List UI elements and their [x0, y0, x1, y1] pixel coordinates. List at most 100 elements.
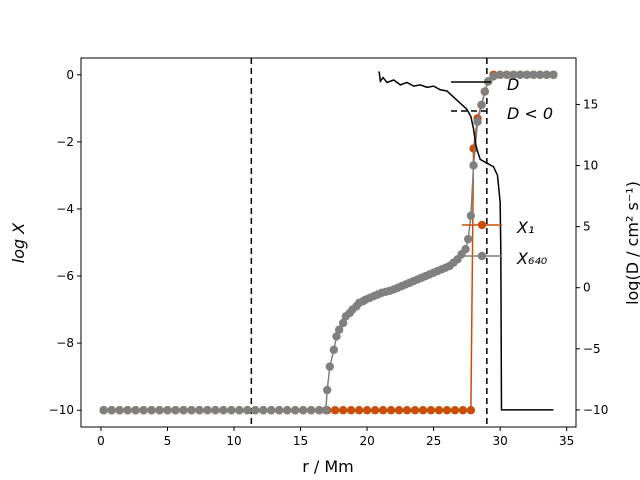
series-1-point: [329, 345, 339, 355]
series-1-point: [123, 406, 132, 415]
series-0-point: [362, 406, 372, 415]
series-1-point: [259, 406, 268, 415]
series-1-point: [542, 70, 551, 79]
series-1-point: [325, 362, 335, 371]
y-right-tick-label: 10: [583, 159, 598, 173]
series-1-point: [283, 406, 292, 415]
series-1-point: [535, 70, 545, 79]
series-0-point: [386, 406, 396, 415]
x-tick-label: 25: [426, 434, 441, 448]
series-1-point: [219, 406, 228, 415]
series-1-point: [299, 406, 308, 415]
series-1-point: [251, 406, 260, 415]
series-0-point: [426, 406, 436, 415]
y-left-axis-label: log X: [9, 222, 28, 263]
series-1-point: [332, 332, 341, 341]
series-1-point: [211, 406, 220, 415]
y-left-tick-label: 0: [66, 68, 74, 82]
x-tick-label: 0: [97, 434, 105, 448]
plot-frame: [80, 57, 577, 428]
series-group: [99, 70, 558, 415]
series-1-point: [139, 406, 148, 415]
series-1-point: [171, 406, 180, 415]
series-line-2: [378, 71, 554, 411]
series-0-point: [434, 406, 444, 415]
legend-x640-label: X₆₄₀: [516, 249, 548, 268]
y-left-tick-label: −2: [56, 135, 74, 149]
series-1-point: [509, 70, 518, 79]
series-0-point: [378, 406, 388, 415]
series-1-point: [115, 406, 124, 415]
series-0-point: [450, 406, 460, 415]
series-1-point: [291, 406, 300, 415]
legend-x640-marker: [477, 251, 487, 261]
series-1-point: [529, 70, 538, 79]
series-0-point: [370, 406, 380, 415]
axis-ticks: 0 5 10 15 20 25 30 35 0 −2 −4 −6 −8 −10 15 10 5 0 −5 −10: [49, 68, 609, 448]
series-1-point: [243, 406, 252, 415]
y-right-tick-label: 5: [583, 220, 591, 234]
series-0-point: [442, 406, 452, 415]
y-right-tick-label: −10: [583, 403, 608, 417]
series-0-point: [394, 406, 404, 415]
series-1-point: [227, 406, 236, 415]
series-1-point: [155, 406, 164, 415]
y-right-tick-label: 0: [583, 281, 591, 295]
series-1-point: [480, 87, 490, 96]
series-1-point: [275, 406, 284, 415]
series-0-point: [418, 406, 428, 415]
legend-dneg-label: D < 0: [507, 104, 553, 123]
series-1-point: [515, 70, 525, 79]
series-0-point: [458, 406, 468, 415]
x-tick-label: 30: [493, 434, 508, 448]
series-0-point: [330, 406, 340, 415]
x-tick-label: 5: [164, 434, 172, 448]
series-1-point: [464, 234, 473, 244]
series-1-point: [322, 385, 332, 395]
legend: D D < 0 X₁ X₆₄₀: [451, 75, 553, 268]
x-tick-label: 20: [359, 434, 374, 448]
series-0-point: [346, 406, 356, 415]
y-right-tick-label: −5: [583, 342, 601, 356]
series-0-point: [354, 406, 364, 415]
series-0-point: [338, 406, 348, 415]
series-1-point: [477, 100, 486, 110]
y-right-axis-label: log(D / cm² s⁻¹): [623, 181, 640, 305]
series-1-point: [321, 406, 331, 415]
series-1-point: [473, 117, 482, 126]
series-1-point: [107, 406, 116, 415]
series-1-point: [314, 406, 324, 415]
series-line-1: [103, 74, 554, 411]
series-1-point: [147, 406, 156, 415]
series-1-point: [179, 406, 188, 415]
series-1-point: [334, 325, 344, 334]
series-1-point: [187, 406, 196, 415]
y-left-tick-label: −10: [49, 403, 74, 417]
series-1-point: [203, 406, 212, 415]
x-tick-label: 35: [559, 434, 574, 448]
series-1-point: [99, 406, 108, 415]
x-axis-label: r / Mm: [302, 457, 354, 476]
series-1-point: [466, 211, 476, 220]
series-1-point: [549, 70, 558, 79]
legend-x1-marker: [477, 220, 487, 230]
legend-x1-label: X₁: [516, 218, 534, 237]
series-line-0: [103, 74, 554, 411]
series-1-point: [489, 72, 498, 81]
y-left-tick-label: −4: [56, 202, 74, 216]
series-1-point: [495, 70, 505, 79]
series-1-point: [461, 245, 470, 254]
series-1-point: [235, 406, 244, 415]
series-0-point: [402, 406, 412, 415]
legend-d-label: D: [507, 75, 519, 94]
series-1-point: [131, 406, 140, 415]
series-0-point: [410, 406, 420, 415]
series-1-point: [338, 318, 348, 328]
x-tick-label: 10: [226, 434, 241, 448]
x-tick-label: 15: [293, 434, 308, 448]
series-1-point: [163, 406, 172, 415]
series-1-point: [267, 406, 276, 415]
vertical-reference-lines: [250, 58, 488, 427]
y-right-tick-label: 15: [583, 97, 598, 111]
